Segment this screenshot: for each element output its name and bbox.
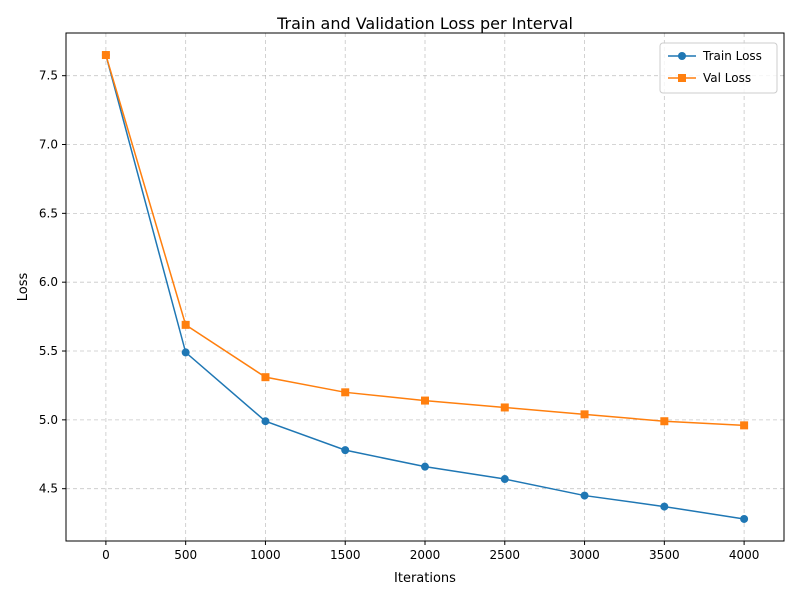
x-axis-ticks: 0 500 1000 1500 2000 2500 3000 3500 4000 xyxy=(102,541,759,562)
y-tick-label: 5.5 xyxy=(39,344,58,358)
legend: Train Loss Val Loss xyxy=(659,42,778,94)
x-tick-label: 0 xyxy=(102,548,110,562)
train-loss-point xyxy=(500,475,509,484)
train-loss-point xyxy=(421,462,429,471)
val-loss-point xyxy=(261,373,270,382)
x-tick-label: 4000 xyxy=(729,548,760,562)
val-loss-legend-marker xyxy=(678,74,686,82)
x-tick-label: 1500 xyxy=(330,548,361,562)
train-loss-point xyxy=(740,514,749,523)
x-tick-label: 500 xyxy=(174,548,197,562)
train-loss-point xyxy=(261,417,270,426)
plot-frame xyxy=(65,32,785,542)
x-tick-label: 1000 xyxy=(250,548,281,562)
y-tick-label: 6.5 xyxy=(39,206,58,220)
val-loss-point xyxy=(500,403,509,412)
x-tick-label: 3000 xyxy=(569,548,600,562)
x-axis-label: Iterations xyxy=(394,571,456,586)
x-tick-label: 2500 xyxy=(490,548,521,562)
val-loss-point xyxy=(341,388,350,397)
val-loss-point xyxy=(580,410,589,419)
x-tick-label: 3500 xyxy=(649,548,680,562)
train-loss-point xyxy=(181,348,190,357)
x-tick-label: 2000 xyxy=(410,548,441,562)
y-tick-label: 6.0 xyxy=(39,275,58,289)
val-loss-point xyxy=(660,417,669,426)
train-loss-legend-label: Train Loss xyxy=(702,49,762,63)
y-tick-label: 4.5 xyxy=(39,482,58,496)
y-tick-label: 7.0 xyxy=(39,138,58,152)
y-axis-label: Loss xyxy=(16,273,31,302)
val-loss-point xyxy=(101,51,110,60)
val-loss-point xyxy=(740,421,749,430)
val-loss-point xyxy=(421,396,429,405)
series-group xyxy=(101,51,749,523)
train-loss-legend-marker xyxy=(678,52,686,60)
y-tick-label: 5.0 xyxy=(39,413,58,427)
train-loss-point xyxy=(341,446,350,455)
train-loss-point xyxy=(580,491,589,500)
y-axis-ticks: 4.5 5.0 5.5 6.0 6.5 7.0 7.5 xyxy=(39,69,66,496)
train-loss-point xyxy=(660,502,669,511)
chart-title: Train and Validation Loss per Interval xyxy=(276,14,573,33)
val-loss-legend-label: Val Loss xyxy=(703,71,751,85)
val-loss-point xyxy=(181,320,190,329)
y-tick-label: 7.5 xyxy=(39,69,58,83)
